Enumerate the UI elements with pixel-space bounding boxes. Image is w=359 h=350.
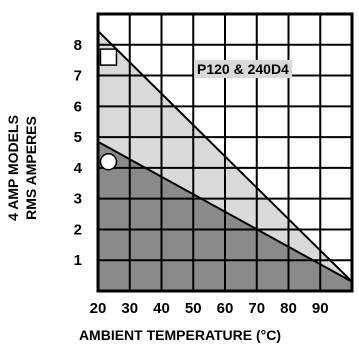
y-tick-label: 5	[74, 129, 82, 146]
y-axis-title-line2: RMS AMPERES	[23, 116, 39, 220]
series-lines	[97, 30, 353, 283]
series-line-1	[97, 140, 353, 283]
series-markers	[99, 48, 118, 171]
circle-marker	[99, 152, 118, 171]
x-axis-title: AMBIENT TEMPERATURE (°C)	[79, 327, 281, 343]
x-tick-labels: 20 30 40 50 60 70 80 90	[90, 300, 329, 317]
square-marker	[99, 48, 118, 66]
x-tick-label: 70	[248, 300, 265, 317]
series-label-background	[194, 60, 293, 79]
x-tick-label: 90	[312, 300, 329, 317]
y-tick-label: 2	[74, 221, 82, 238]
grid-lines	[98, 14, 352, 291]
x-tick-label: 40	[153, 300, 170, 317]
y-tick-label: 7	[74, 68, 82, 85]
x-tick-label: 60	[217, 300, 234, 317]
x-tick-label: 30	[121, 300, 138, 317]
x-tick-label: 20	[90, 300, 107, 317]
y-tick-label: 6	[74, 98, 82, 115]
y-tick-label: 4	[74, 160, 83, 177]
series-line-0	[97, 30, 353, 283]
plot-frame	[96, 12, 354, 293]
y-tick-label: 1	[74, 252, 82, 269]
series-label: P120 & 240D4	[197, 61, 289, 77]
x-tick-label: 80	[280, 300, 297, 317]
x-tick-label: 50	[185, 300, 202, 317]
y-axis-title-line1: 4 AMP MODELS	[5, 115, 21, 221]
y-tick-label: 3	[74, 191, 82, 208]
y-tick-labels: 1 2 3 4 5 6 7 8	[74, 37, 83, 269]
y-tick-label: 8	[74, 37, 82, 54]
